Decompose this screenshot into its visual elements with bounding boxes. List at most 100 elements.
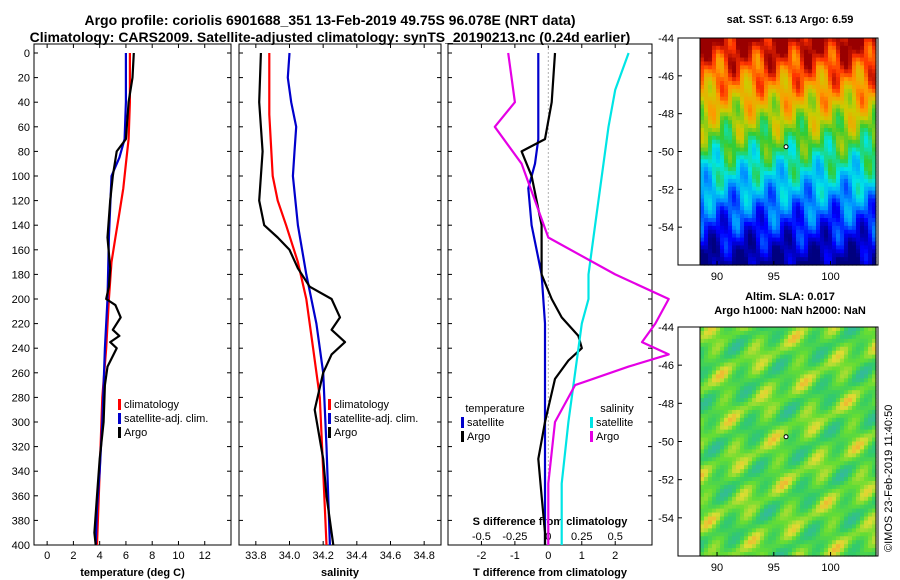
sst-map-cell <box>808 53 813 59</box>
sst-map-cell <box>788 49 793 55</box>
sla-map-cell <box>712 354 717 360</box>
sst-map-cell <box>768 151 773 157</box>
sst-map-cell <box>732 163 737 168</box>
sst-map-cell <box>760 92 765 98</box>
sst-map-cell <box>716 77 721 82</box>
sst-map-cell <box>744 100 749 106</box>
sla-map-cell <box>724 346 729 352</box>
sla-map-cell <box>704 394 709 399</box>
sla-map-cell <box>732 500 737 506</box>
sst-map-cell <box>792 171 797 176</box>
sst-map-cell <box>796 69 801 74</box>
sst-map-cell <box>812 53 817 59</box>
sla-map-cell <box>852 449 857 454</box>
sla-map-cell <box>752 465 757 470</box>
sla-map-cell <box>812 394 817 399</box>
sst-map-cell <box>788 194 793 200</box>
sla-map-cell <box>804 350 809 356</box>
sst-map-cell <box>732 155 737 160</box>
sla-map-cell <box>816 378 821 383</box>
sst-map-cell <box>744 257 749 262</box>
sla-map-cell <box>800 433 805 439</box>
sst-map-cell <box>868 65 873 70</box>
sla-map-cell <box>748 330 753 336</box>
sst-map-cell <box>852 116 857 121</box>
sla-map-cell <box>780 512 785 518</box>
sla-map-cell <box>764 484 769 490</box>
sst-map-cell <box>784 124 789 129</box>
sst-map-cell <box>704 198 709 203</box>
sst-map-cell <box>800 139 805 145</box>
sst-map-cell <box>744 77 749 82</box>
sst-map-cell <box>764 241 769 247</box>
sla-map-cell <box>704 350 709 356</box>
sst-map-cell <box>840 233 845 239</box>
sst-map-cell <box>828 163 833 168</box>
sst-map-cell <box>736 73 741 78</box>
sla-map-cell <box>804 477 809 482</box>
sla-map-cell <box>744 496 749 502</box>
sla-map-cell <box>724 394 729 399</box>
sst-map-cell <box>828 143 833 149</box>
sst-map-cell <box>804 96 809 102</box>
sla-map-cell <box>748 461 753 466</box>
sla-map-cell <box>744 350 749 356</box>
sst-map-cell <box>856 214 861 219</box>
sla-map-cell <box>712 386 717 391</box>
sla-map-cell <box>856 429 861 435</box>
sla-map-cell <box>720 433 725 439</box>
sla-map-cell <box>856 480 861 486</box>
sst-map-cell <box>716 88 721 94</box>
sst-map-cell <box>716 104 721 110</box>
sla-map-cell <box>868 342 873 348</box>
sla-map-cell <box>752 334 757 340</box>
sst-map-cell <box>852 253 857 258</box>
sla-map-cell <box>700 327 705 332</box>
sla-map-cell <box>740 338 745 344</box>
sst-map-cell <box>812 151 817 157</box>
sla-map-cell <box>856 516 861 522</box>
sla-map-cell <box>768 346 773 352</box>
sst-map-cell <box>848 139 853 145</box>
sst-map-cell <box>776 210 781 215</box>
sst-map-cell <box>768 104 773 110</box>
sla-map-cell <box>728 398 733 403</box>
sst-map-cell <box>804 257 809 262</box>
sla-map-cell <box>744 449 749 454</box>
sla-map-cell <box>776 405 781 411</box>
sst-map-cell <box>836 77 841 82</box>
sst-map-cell <box>820 194 825 200</box>
sla-map-cell <box>824 516 829 522</box>
sla-map-cell <box>744 469 749 474</box>
sst-map-cell <box>708 139 713 145</box>
sla-map-cell <box>776 488 781 494</box>
sst-map-cell <box>864 128 869 133</box>
sst-map-cell <box>736 159 741 164</box>
sst-map-cell <box>800 194 805 200</box>
sla-map-cell <box>824 504 829 510</box>
sla-map-cell <box>728 358 733 364</box>
sst-map-cell <box>860 206 865 211</box>
sst-map-cell <box>868 147 873 153</box>
sla-map-cell <box>728 350 733 356</box>
sla-map-cell <box>812 346 817 352</box>
sla-map-cell <box>724 516 729 522</box>
sst-map-cell <box>800 128 805 133</box>
sst-map-cell <box>756 182 761 188</box>
sst-map-cell <box>832 124 837 129</box>
sst-map-cell <box>732 210 737 215</box>
sst-map-cell <box>836 53 841 59</box>
sla-map-cell <box>768 508 773 514</box>
sst-map-cell <box>796 116 801 121</box>
sla-map-cell <box>748 445 753 450</box>
sst-map-cell <box>796 57 801 63</box>
sst-map-cell <box>860 182 865 188</box>
sla-map-cell <box>824 354 829 360</box>
sst-map-cell <box>776 198 781 203</box>
sst-map-cell <box>788 245 793 250</box>
sst-map-cell <box>780 178 785 184</box>
sla-map-cell <box>792 378 797 383</box>
sst-map-cell <box>708 218 713 223</box>
sst-map-cell <box>760 135 765 141</box>
sst-map-cell <box>860 116 865 121</box>
